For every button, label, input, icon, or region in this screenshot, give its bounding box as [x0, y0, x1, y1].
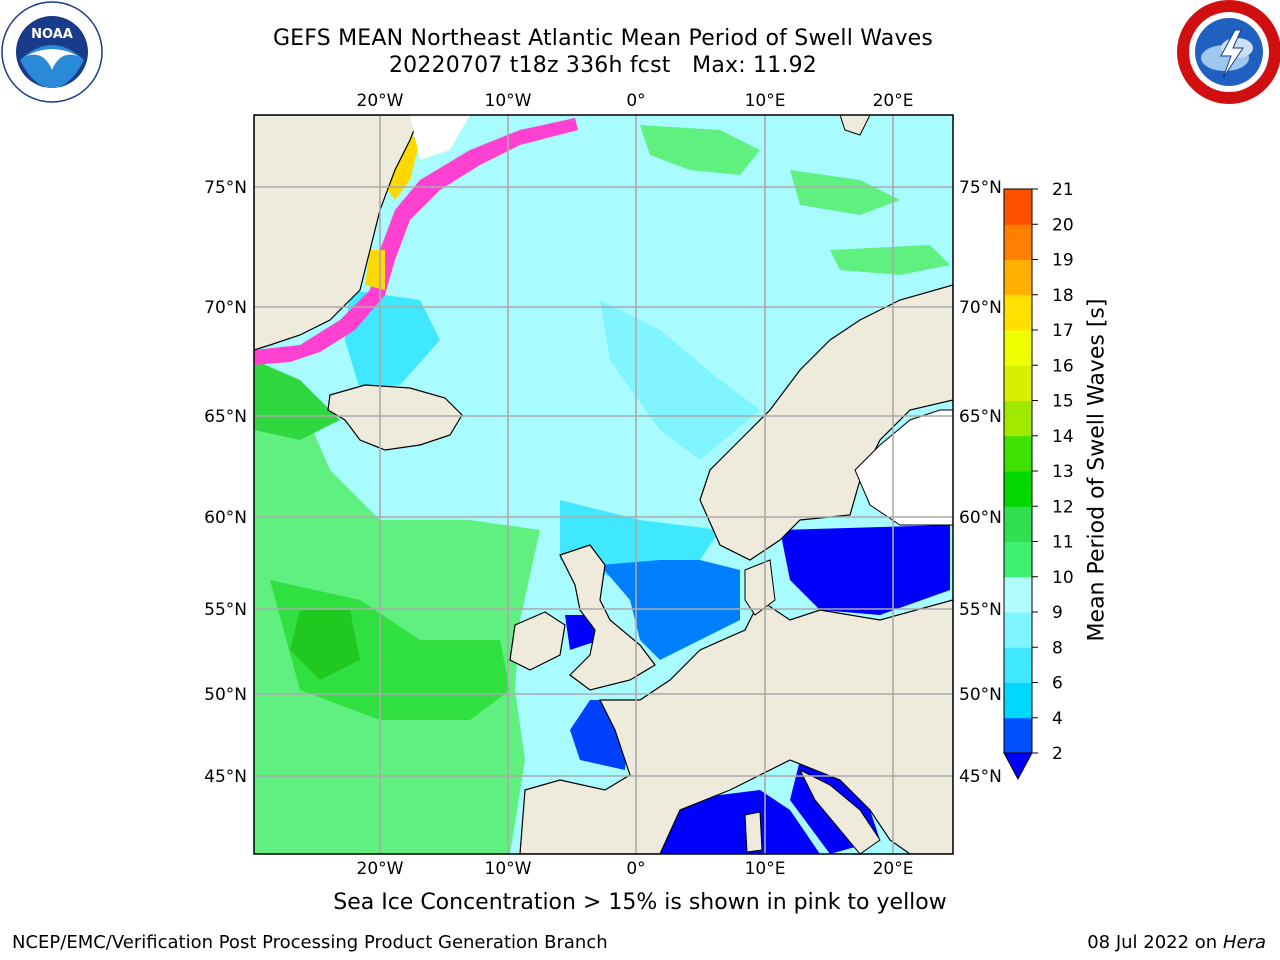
colorbar-tick-label: 10: [1052, 568, 1074, 588]
graticule: [254, 115, 953, 854]
colorbar-label: Mean Period of Swell Waves [s]: [1084, 298, 1110, 642]
colorbar-tick-label: 9: [1052, 603, 1063, 623]
swell-baltic-sea: [780, 525, 950, 615]
footer-date-text: 08 Jul 2022 on: [1087, 932, 1223, 953]
lat-label: 60°N: [959, 508, 1002, 528]
lat-labels-left: 75°N 70°N 65°N 60°N 55°N 50°N 45°N: [204, 178, 247, 787]
colorbar-segment: [1004, 330, 1032, 366]
italy-land: [798, 768, 881, 854]
footer-host: Hera: [1222, 932, 1266, 953]
colorbar-segment: [1004, 294, 1032, 331]
colorbar-segment: [1004, 365, 1032, 401]
swell-11s-patch: [290, 610, 360, 680]
colorbar-segment: [1004, 576, 1032, 613]
colorbar-tick-label: 19: [1052, 251, 1074, 271]
colorbar-tick-label: 6: [1052, 674, 1063, 694]
lon-labels-top: 20°W 10°W 0° 10°E 20°E: [357, 91, 914, 111]
national-weather-service-logo: [1177, 0, 1280, 104]
lon-label: 20°E: [873, 91, 914, 111]
colorbar-tick-label: 8: [1052, 638, 1063, 658]
colorbar-segment: [1004, 224, 1032, 260]
svg-text:NOAA: NOAA: [31, 27, 73, 42]
greenland-land: [254, 115, 421, 351]
swell-8-9s-region: [600, 300, 760, 460]
swell-2-4s-north-sea: [600, 560, 740, 660]
colorbar: 2 4 6 8 9 10 11 12 13 14 15 16 17 18 19 20 21: [1003, 180, 1074, 781]
colorbar-segment: [1004, 682, 1032, 719]
lat-label: 65°N: [959, 407, 1002, 427]
lat-label: 75°N: [959, 178, 1002, 198]
lon-label: 0°: [626, 91, 645, 111]
lon-label: 20°W: [357, 91, 404, 111]
colorbar-segment: [1004, 400, 1032, 437]
colorbar-tick-label: 2: [1052, 744, 1063, 764]
lat-label: 65°N: [204, 407, 247, 427]
swell-6-8s-region: [345, 290, 440, 390]
colorbar-tick-label: 4: [1052, 709, 1063, 729]
colorbar-extend-arrow: [1003, 752, 1033, 781]
gulf-of-bothnia-ice-free: [854, 409, 953, 526]
colorbar-tick-label: 15: [1052, 392, 1074, 412]
footer-credit: NCEP/EMC/Verification Post Processing Pr…: [12, 932, 608, 953]
swell-9-10s-region: [254, 360, 540, 854]
colorbar-tick-label: 17: [1052, 321, 1074, 341]
colorbar-tick-label: 13: [1052, 462, 1074, 482]
footer-date: 08 Jul 2022 on Hera: [1087, 932, 1266, 953]
map-plot-area: [254, 115, 953, 854]
lon-label: 10°W: [485, 859, 532, 879]
colorbar-segment: [1004, 471, 1032, 507]
colorbar-tick-label: 18: [1052, 286, 1074, 306]
lon-label: 10°E: [745, 859, 786, 879]
colorbar-segment: [1004, 259, 1032, 296]
colorbar-tick-label: 21: [1052, 180, 1074, 200]
colorbar-tick-label: 11: [1052, 533, 1074, 553]
colorbar-tick-label: 20: [1052, 215, 1074, 235]
lon-label: 10°W: [485, 91, 532, 111]
lon-label: 10°E: [745, 91, 786, 111]
lat-label: 55°N: [204, 600, 247, 620]
lat-label: 50°N: [204, 685, 247, 705]
scandinavia-land: [699, 284, 953, 561]
lat-labels-right: 75°N 70°N 65°N 60°N 55°N 50°N 45°N: [959, 178, 1002, 787]
lon-label: 20°W: [357, 859, 404, 879]
greenland-ice-sheet: [410, 115, 470, 160]
colorbar-tick-label: 16: [1052, 356, 1074, 376]
colorbar-segment: [1004, 189, 1032, 225]
lat-label: 60°N: [204, 508, 247, 528]
colorbar-segment: [1004, 647, 1032, 683]
chart-title: GEFS MEAN Northeast Atlantic Mean Period…: [272, 26, 934, 51]
colorbar-tick-label: 12: [1052, 497, 1074, 517]
colorbar-segment: [1004, 506, 1032, 542]
map-frame: [253, 114, 954, 855]
svalbard-land: [839, 115, 871, 136]
chart-subtitle: 20220707 t18z 336h fcst Max: 11.92: [388, 53, 818, 78]
colorbar-segment: [1004, 717, 1032, 754]
lon-labels-bottom: 20°W 10°W 0° 10°E 20°E: [357, 859, 914, 879]
lat-label: 50°N: [959, 685, 1002, 705]
lat-label: 70°N: [204, 298, 247, 318]
swell-north-patch: [640, 125, 760, 175]
great-britain-land: [559, 544, 656, 691]
colorbar-tick-label: 14: [1052, 427, 1074, 447]
lat-label: 45°N: [959, 767, 1002, 787]
iceland-land: [327, 384, 463, 451]
swell-north-patch: [830, 245, 950, 275]
colorbar-segment: [1004, 435, 1032, 472]
lat-label: 45°N: [204, 767, 247, 787]
swell-west-iceland-region: [254, 360, 340, 440]
lon-label: 0°: [626, 859, 645, 879]
sardinia-land: [744, 811, 763, 853]
lon-label: 20°E: [873, 859, 914, 879]
swell-north-patch: [790, 170, 900, 215]
swell-mediterranean: [660, 790, 820, 854]
sea-ice-note: Sea Ice Concentration > 15% is shown in …: [333, 890, 947, 915]
lat-label: 70°N: [959, 298, 1002, 318]
lat-label: 75°N: [204, 178, 247, 198]
colorbar-segment: [1004, 541, 1032, 578]
colorbar-segment: [1004, 612, 1032, 648]
ireland-land: [509, 611, 566, 671]
lat-label: 55°N: [959, 600, 1002, 620]
noaa-logo: NOAA: [1, 1, 103, 103]
